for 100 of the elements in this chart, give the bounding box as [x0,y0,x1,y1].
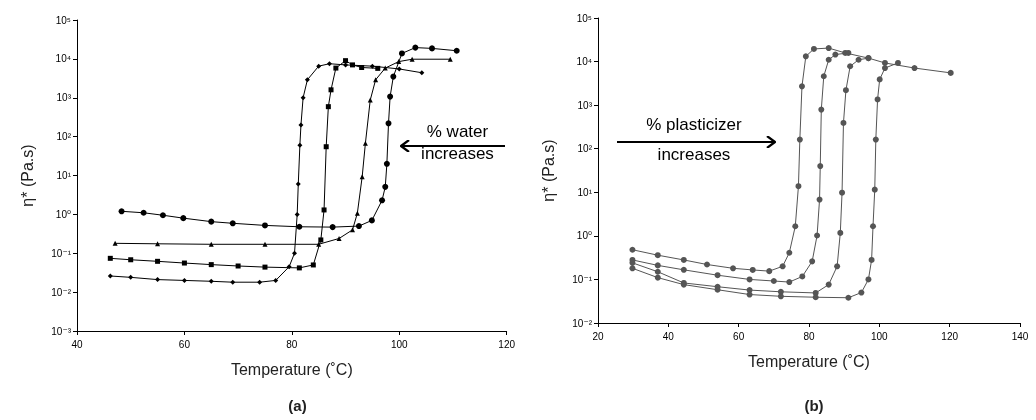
point [396,66,402,72]
point [208,218,215,225]
point [359,65,365,70]
point [296,223,303,230]
point [881,65,888,72]
point [792,223,799,230]
point [398,50,405,57]
point [323,144,329,150]
text: (a) [288,397,307,414]
point [118,208,125,215]
point [881,59,888,66]
point [704,261,711,268]
point [128,257,134,263]
point [842,87,849,94]
point [300,95,306,101]
point [832,51,839,58]
x-tick-label: 120 [941,330,959,342]
y-axis-title: η* (Pa.s) [539,139,557,202]
point [140,209,147,216]
point [181,260,187,266]
point [786,279,793,286]
point [385,120,392,127]
point [155,241,161,247]
y-tick-label: 10⁻² [572,317,593,329]
point [333,65,339,71]
point [453,47,460,54]
y-tick-label: 10⁻¹ [51,247,72,259]
x-tick-label: 40 [662,330,675,342]
point [837,229,844,236]
y-tick-label: 10² [577,143,593,155]
point [328,87,334,93]
point [770,278,777,284]
point [362,140,368,146]
y-tick-label: 10⁻² [51,286,72,298]
point [714,272,721,279]
point [316,241,322,247]
point [870,223,876,230]
point [796,136,803,143]
point [375,65,381,71]
y-tick-label: 10² [56,131,72,143]
y-tick-label: 10⁴ [55,53,71,65]
point [343,58,349,64]
point [876,76,883,83]
point [779,263,786,270]
point [208,262,214,268]
point [802,53,809,60]
point [825,45,832,52]
point [746,291,753,298]
point [181,277,187,283]
point [654,262,661,269]
point [159,212,166,219]
point [369,63,375,69]
point [379,197,386,204]
point [326,61,332,67]
point [795,183,802,190]
point [654,252,661,259]
point [336,235,342,241]
y-tick-label: 10³ [56,92,72,104]
point [286,264,292,270]
x-tick-label: 100 [870,330,889,342]
point [816,196,823,203]
y-tick-label: 10¹ [56,170,72,181]
point [810,45,817,52]
point [874,96,881,103]
y-tick-label: 10³ [577,99,593,111]
point [295,181,301,187]
point [296,265,302,271]
x-axis-title: Temperature (˚C) [748,352,870,370]
point [350,62,356,68]
point [680,256,687,263]
x-tick-label: 120 [498,338,516,350]
x-tick-label: 60 [178,338,191,350]
point [390,73,397,80]
point [257,279,263,285]
point [809,258,816,265]
point [814,232,821,239]
point [820,73,827,80]
point [412,44,419,51]
point [447,56,453,62]
x-tick-label: 80 [803,330,815,342]
point [858,289,865,296]
y-tick-label: 10⁵ [576,12,592,24]
point [817,163,824,170]
y-tick-label: 10⁰ [576,230,592,242]
point [730,265,737,272]
point [367,97,373,103]
point [629,246,636,253]
point [825,281,832,288]
point [818,106,825,113]
point [107,255,113,261]
point [155,258,161,264]
y-tick-label: 10⁻¹ [572,273,593,285]
point [343,62,349,68]
text: (b) [804,397,824,414]
point [871,186,878,193]
point [373,77,379,83]
point [298,122,304,128]
point [355,223,362,230]
y-tick-label: 10⁰ [55,208,71,220]
point [128,274,134,280]
